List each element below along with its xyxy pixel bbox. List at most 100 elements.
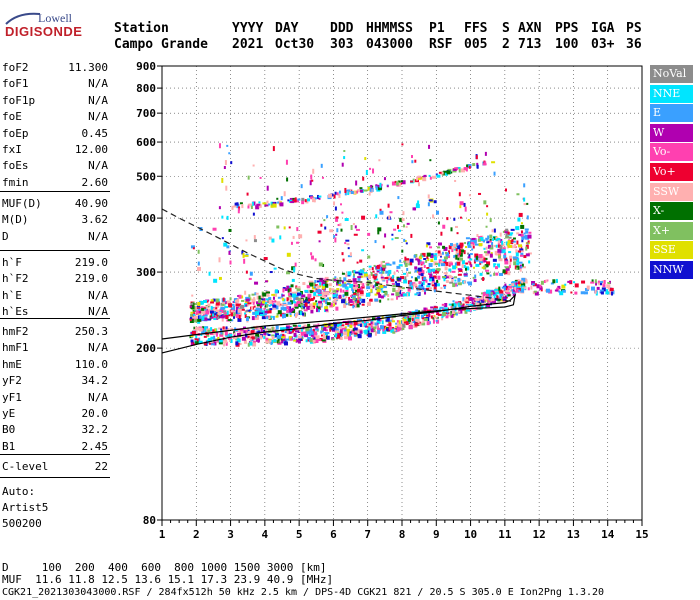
- header-col-label: DAY: [275, 21, 299, 36]
- echo-point: [598, 282, 601, 286]
- echo-point: [433, 200, 437, 204]
- echo-point: [374, 331, 377, 336]
- echo-point: [504, 283, 507, 287]
- param-name: foF2: [2, 61, 29, 74]
- echo-point: [510, 232, 514, 235]
- echo-point: [318, 262, 323, 267]
- echo-point: [256, 301, 261, 305]
- param-row: h`E N/A: [2, 289, 108, 303]
- echo-point: [349, 331, 352, 334]
- echo-point: [457, 245, 461, 250]
- echo-point: [514, 288, 519, 293]
- param-name: yE: [2, 407, 16, 420]
- echo-point: [393, 228, 397, 231]
- echo-point: [275, 315, 279, 318]
- echo-point: [375, 287, 380, 290]
- echo-point: [344, 301, 347, 306]
- echo-point: [228, 228, 232, 232]
- echo-point: [315, 284, 319, 287]
- echo-point: [271, 335, 275, 340]
- echo-point: [212, 312, 215, 317]
- echo-point: [309, 282, 314, 287]
- echo-point: [451, 278, 454, 283]
- echo-point: [479, 272, 483, 276]
- echo-point: [261, 298, 264, 301]
- echo-point: [359, 259, 363, 263]
- echo-point: [458, 310, 461, 313]
- echo-point: [193, 313, 196, 316]
- echo-point: [458, 248, 463, 253]
- echo-point: [222, 301, 226, 306]
- param-value: 11.300: [68, 61, 108, 74]
- echo-point: [251, 293, 255, 296]
- echo-point: [486, 241, 490, 244]
- echo-point: [214, 312, 219, 316]
- header-col-value: 36: [626, 37, 642, 52]
- echo-point: [235, 299, 240, 303]
- echo-point: [278, 339, 282, 343]
- echo-point: [351, 295, 356, 299]
- echo-point: [469, 258, 473, 261]
- echo-point: [441, 303, 445, 306]
- echo-point: [296, 199, 300, 203]
- echo-point: [517, 217, 521, 222]
- echo-point: [356, 300, 360, 304]
- echo-point: [417, 275, 421, 279]
- echo-point: [380, 295, 384, 299]
- header-col-label: YYYY: [232, 21, 264, 36]
- echo-point: [221, 315, 226, 318]
- echo-point: [404, 276, 407, 281]
- echo-point: [380, 276, 384, 279]
- echo-point: [481, 302, 486, 305]
- echo-point: [380, 270, 383, 273]
- echo-point: [193, 315, 198, 319]
- echo-point: [483, 260, 487, 263]
- param-name: fmin: [2, 175, 29, 189]
- echo-point: [430, 255, 434, 259]
- echo-point: [318, 339, 323, 342]
- echo-point: [374, 240, 377, 244]
- echo-point: [596, 286, 600, 290]
- echo-point: [519, 248, 524, 252]
- echo-point: [377, 290, 380, 295]
- echo-point: [247, 302, 252, 305]
- echo-point: [383, 294, 386, 298]
- echo-point: [437, 275, 441, 280]
- echo-point: [215, 332, 218, 337]
- echo-point: [465, 309, 470, 312]
- echo-point: [366, 275, 370, 278]
- echo-point: [266, 316, 269, 320]
- footer-file-info: CGK21_2021303043000.RSF / 284fx512h 50 k…: [2, 587, 605, 598]
- echo-point: [397, 286, 402, 290]
- echo-point: [210, 327, 213, 332]
- echo-point: [315, 300, 318, 303]
- echo-point: [382, 264, 387, 268]
- echo-point: [487, 240, 492, 243]
- echo-point: [297, 297, 301, 302]
- echo-point: [518, 233, 522, 236]
- echo-point: [445, 315, 449, 319]
- echo-point: [519, 254, 523, 257]
- echo-point: [360, 286, 363, 291]
- echo-point: [443, 285, 446, 289]
- echo-point: [518, 284, 522, 287]
- echo-point: [407, 287, 411, 292]
- echo-point: [341, 162, 344, 167]
- echo-point: [243, 330, 247, 334]
- echo-point: [499, 293, 504, 296]
- echo-point: [210, 299, 214, 303]
- echo-point: [481, 295, 484, 299]
- echo-point: [456, 232, 459, 235]
- echo-point: [311, 179, 314, 182]
- echo-point: [223, 166, 226, 170]
- echo-point: [465, 262, 469, 265]
- echo-point: [490, 292, 493, 295]
- echo-point: [245, 298, 250, 302]
- echo-point: [329, 327, 333, 331]
- echo-point: [304, 302, 308, 307]
- echo-point: [428, 144, 431, 149]
- echo-point: [458, 168, 461, 173]
- echo-point: [447, 255, 451, 259]
- echo-point: [283, 226, 286, 230]
- echo-point: [493, 263, 496, 268]
